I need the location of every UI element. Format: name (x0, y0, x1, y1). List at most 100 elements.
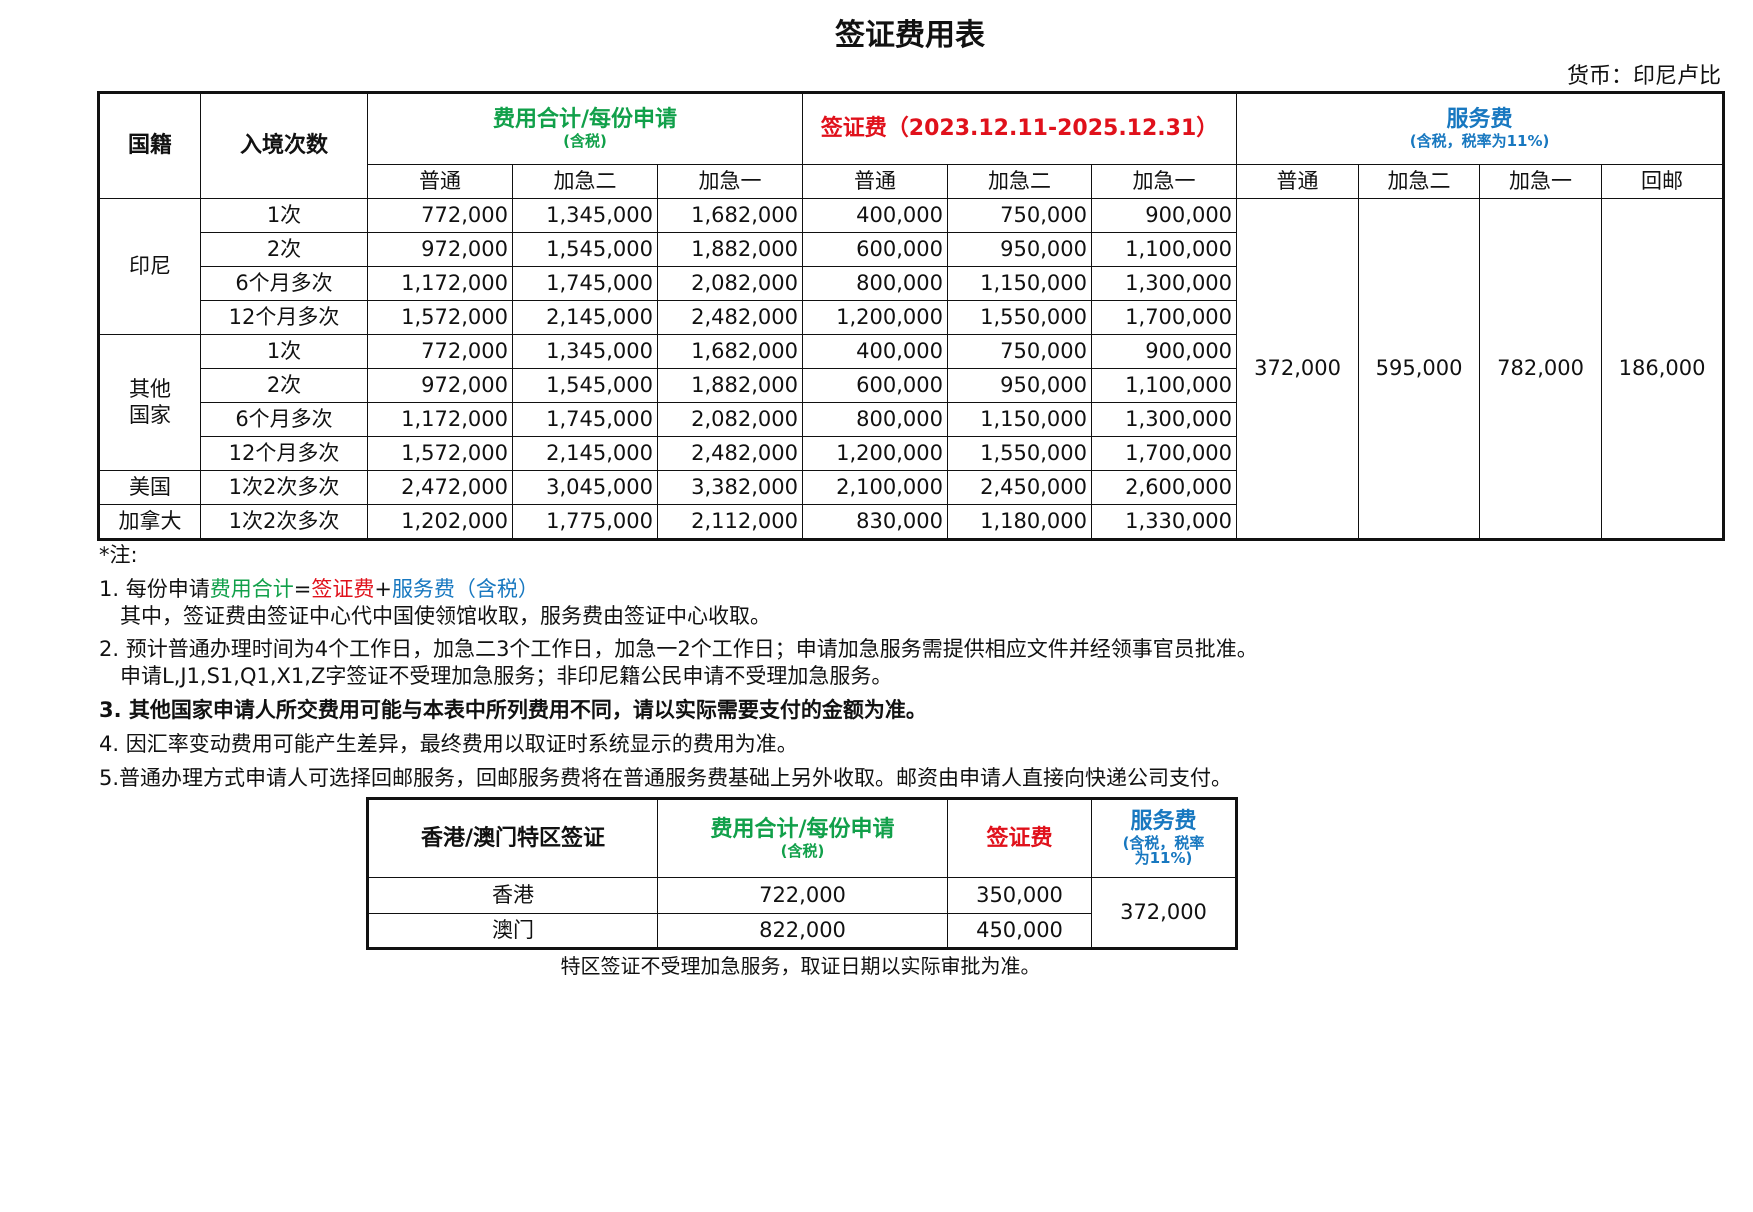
table-row: 加拿大 1次2次多次 1,202,000 1,775,000 2,112,000 830,… (98, 504, 1724, 540)
total-fee-cell: 1,775,000 (512, 504, 658, 540)
sar-visa-fee: 450,000 (947, 913, 1092, 949)
visa-fee-cell: 1,200,000 (802, 436, 949, 471)
visa-fee-cell: 1,550,000 (947, 300, 1093, 335)
total-fee-cell: 1,882,000 (656, 232, 804, 267)
sub-header-cell: 加急一 (1479, 164, 1603, 199)
visa-fee-cell: 2,450,000 (947, 470, 1093, 505)
sar-region: 澳门 (367, 913, 658, 949)
total-fee-cell: 2,472,000 (367, 470, 513, 505)
page-title: 签证费用表 (835, 18, 985, 53)
sar-header-total-label: 费用合计/每份申请 (710, 816, 895, 842)
header-service-fee-label: 服务费 (1446, 107, 1513, 132)
sar-service-fee: 372,000 (1091, 877, 1237, 949)
sar-total: 722,000 (657, 877, 948, 914)
nationality-cell: 美国 (98, 470, 201, 505)
total-fee-cell: 1,345,000 (512, 334, 658, 369)
visa-fee-cell: 1,700,000 (1091, 436, 1238, 471)
visa-fee-cell: 2,100,000 (802, 470, 949, 505)
total-fee-cell: 972,000 (367, 232, 513, 267)
sar-header-service-fee: 服务费 (含税，税率 为11%) (1091, 798, 1237, 878)
visa-fee-cell: 900,000 (1091, 334, 1238, 369)
visa-fee-cell: 2,600,000 (1091, 470, 1238, 505)
total-fee-cell: 2,145,000 (512, 300, 658, 335)
header-total-sub: (含税) (563, 132, 607, 150)
visa-fee-cell: 1,150,000 (947, 402, 1093, 437)
sar-region: 香港 (367, 877, 658, 914)
note-1-total: 费用合计 (209, 577, 294, 601)
sub-header-cell: 加急二 (947, 164, 1093, 199)
total-fee-cell: 2,482,000 (656, 436, 804, 471)
visa-fee-cell: 400,000 (802, 198, 949, 233)
currency-label: 货币：印尼卢比 (1566, 64, 1721, 89)
sar-total: 822,000 (657, 913, 948, 949)
total-fee-cell: 1,682,000 (656, 198, 804, 233)
note-1-prefix: 1. 每份申请 (99, 577, 210, 601)
nationality-cell: 其他 国家 (98, 334, 201, 471)
sub-header-cell: 普通 (802, 164, 949, 199)
sub-header-cell: 加急一 (656, 164, 804, 199)
service-fee-cell: 595,000 (1358, 198, 1481, 540)
visa-fee-cell: 750,000 (947, 198, 1093, 233)
table-row: 美国 1次2次多次 2,472,000 3,045,000 3,382,000 2,100… (98, 470, 1724, 505)
note-1-line2: 其中，签证费由签证中心代中国使领馆收取，服务费由签证中心收取。 (120, 604, 771, 628)
visa-fee-cell: 800,000 (802, 266, 949, 301)
table-row: 其他 国家 1次 772,000 1,345,000 1,682,000 400,000 7… (98, 334, 1724, 471)
sub-header-cell: 加急二 (1358, 164, 1481, 199)
visa-fee-table: 国籍 入境次数 费用合计/每份申请 (含税) 签证费（2023.12.11-202… (97, 91, 1726, 541)
table-row: 2次 972,000 1,545,000 1,882,000 600,000 950,00… (99, 232, 1724, 267)
entries-cell: 1次 (200, 334, 368, 369)
visa-fee-cell: 1,700,000 (1091, 300, 1238, 335)
table-row: 6个月多次 1,172,000 1,745,000 2,082,000 800,000 1… (99, 266, 1724, 301)
sub-header-cell: 加急二 (512, 164, 658, 199)
visa-fee-cell: 800,000 (802, 402, 949, 437)
total-fee-cell: 3,045,000 (512, 470, 658, 505)
total-fee-cell: 1,202,000 (367, 504, 513, 540)
total-fee-cell: 1,745,000 (512, 266, 658, 301)
sar-header-visa-fee: 签证费 (947, 798, 1092, 878)
entries-cell: 12个月多次 (200, 300, 368, 335)
visa-fee-cell: 1,100,000 (1091, 368, 1238, 403)
total-fee-cell: 1,545,000 (512, 232, 658, 267)
visa-fee-cell: 1,100,000 (1091, 232, 1238, 267)
total-fee-cell: 1,572,000 (367, 300, 513, 335)
total-fee-cell: 1,682,000 (656, 334, 804, 369)
header-total: 费用合计/每份申请 (含税) (366, 92, 804, 165)
total-fee-cell: 772,000 (367, 198, 513, 233)
total-fee-cell: 1,882,000 (656, 368, 804, 403)
visa-fee-cell: 1,180,000 (947, 504, 1093, 540)
total-fee-cell: 2,082,000 (656, 402, 804, 437)
total-fee-cell: 972,000 (367, 368, 513, 403)
note-3: 3. 其他国家申请人所交费用可能与本表中所列费用不同，请以实际需要支付的金额为准… (99, 698, 927, 722)
service-fee-cell: 782,000 (1479, 198, 1603, 540)
entries-cell: 1次2次多次 (200, 470, 368, 505)
sub-header-cell: 回邮 (1601, 164, 1725, 199)
total-fee-cell: 1,572,000 (367, 436, 513, 471)
sar-header-total-sub: (含税) (780, 841, 825, 860)
total-fee-cell: 2,082,000 (656, 266, 804, 301)
header-service-fee-sub: (含税，税率为11%) (1409, 132, 1550, 150)
header-entries: 入境次数 (200, 92, 368, 199)
total-fee-cell: 1,545,000 (512, 368, 658, 403)
visa-fee-cell: 400,000 (802, 334, 949, 369)
visa-fee-cell: 1,150,000 (947, 266, 1093, 301)
sar-header-service-fee-label: 服务费 (1130, 809, 1197, 834)
sar-footnote: 特区签证不受理加急服务，取证日期以实际审批为准。 (560, 954, 1041, 978)
visa-fee-cell: 1,330,000 (1091, 504, 1238, 540)
sub-header-cell: 普通 (367, 164, 513, 199)
total-fee-cell: 1,172,000 (367, 402, 513, 437)
sar-header-region: 香港/澳门特区签证 (367, 798, 658, 878)
visa-fee-cell: 1,550,000 (947, 436, 1093, 471)
total-fee-cell: 1,745,000 (512, 402, 658, 437)
table-row: 印尼 1次 772,000 1,345,000 1,682,000 400,000 750,… (98, 198, 1725, 540)
note-2-line2: 申请L,J1,S1,Q1,X1,Z字签证不受理加急服务；非印尼籍公民申请不受理加… (120, 664, 893, 688)
header-total-label: 费用合计/每份申请 (492, 107, 678, 132)
total-fee-cell: 2,482,000 (656, 300, 804, 335)
entries-cell: 2次 (200, 368, 368, 403)
header-visa-fee: 签证费（2023.12.11-2025.12.31） (802, 92, 1238, 165)
visa-fee-cell: 1,200,000 (802, 300, 949, 335)
service-fee-cell: 186,000 (1601, 198, 1725, 540)
sub-header-cell: 普通 (1236, 164, 1360, 199)
total-fee-cell: 772,000 (367, 334, 513, 369)
table-row: 12个月多次 1,572,000 2,145,000 2,482,000 1,200,0… (99, 300, 1724, 335)
visa-fee-cell: 950,000 (947, 368, 1093, 403)
